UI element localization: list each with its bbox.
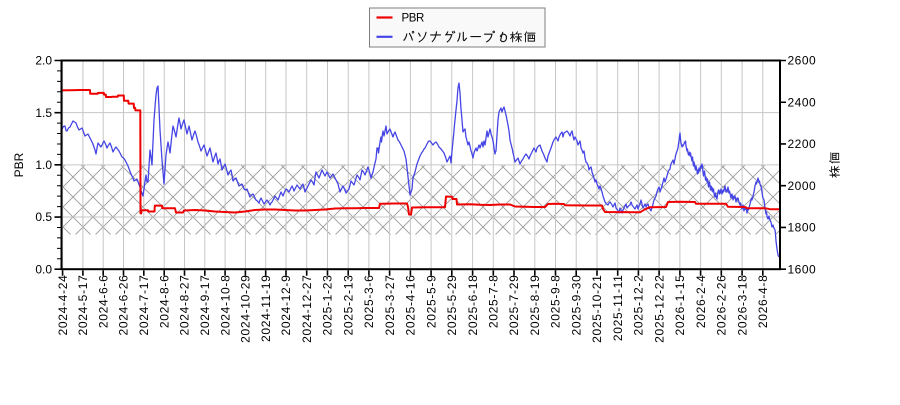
svg-text:2025-4-16: 2025-4-16	[404, 275, 418, 336]
svg-text:2024-8-27: 2024-8-27	[178, 275, 192, 336]
svg-text:2025-12-2: 2025-12-2	[632, 275, 646, 336]
svg-text:2025-6-18: 2025-6-18	[466, 275, 480, 336]
svg-text:2024-12-27: 2024-12-27	[300, 275, 314, 343]
svg-text:2024-9-17: 2024-9-17	[198, 275, 212, 336]
svg-text:2025-7-29: 2025-7-29	[507, 275, 521, 336]
svg-text:2400: 2400	[788, 95, 817, 109]
svg-text:2026-3-18: 2026-3-18	[735, 275, 749, 336]
svg-text:2000: 2000	[788, 179, 817, 193]
svg-text:2024-5-17: 2024-5-17	[76, 275, 90, 336]
svg-text:2024-4-24: 2024-4-24	[56, 275, 70, 336]
svg-text:2024-7-17: 2024-7-17	[137, 275, 151, 336]
svg-text:2025-9-8: 2025-9-8	[549, 275, 563, 329]
svg-text:PBR: PBR	[402, 13, 425, 25]
svg-text:2025-1-23: 2025-1-23	[321, 275, 335, 336]
svg-text:1.5: 1.5	[35, 106, 52, 120]
svg-text:2024-12-9: 2024-12-9	[279, 275, 293, 336]
svg-text:2026-2-26: 2026-2-26	[715, 275, 729, 336]
svg-text:2024-8-6: 2024-8-6	[157, 275, 171, 329]
svg-text:2025-8-19: 2025-8-19	[528, 275, 542, 336]
svg-text:2026-1-15: 2026-1-15	[673, 275, 687, 336]
svg-text:2026-2-4: 2026-2-4	[694, 275, 708, 329]
svg-text:PBR: PBR	[12, 152, 26, 177]
svg-text:2025-3-6: 2025-3-6	[362, 275, 376, 329]
svg-text:2025-5-9: 2025-5-9	[424, 275, 438, 329]
svg-text:2025-12-22: 2025-12-22	[652, 275, 666, 343]
svg-text:0.0: 0.0	[35, 262, 52, 276]
svg-text:0.5: 0.5	[35, 210, 52, 224]
svg-text:2200: 2200	[788, 137, 817, 151]
svg-text:2.0: 2.0	[35, 54, 52, 68]
svg-text:2025-11-11: 2025-11-11	[611, 275, 625, 342]
svg-text:2025-9-30: 2025-9-30	[569, 275, 583, 336]
svg-text:2025-3-27: 2025-3-27	[383, 275, 397, 336]
svg-text:2025-2-13: 2025-2-13	[341, 275, 355, 336]
svg-text:2024-6-26: 2024-6-26	[117, 275, 131, 336]
svg-text:2025-10-21: 2025-10-21	[590, 275, 604, 343]
svg-text:2024-10-29: 2024-10-29	[239, 275, 253, 343]
svg-text:1800: 1800	[788, 221, 817, 235]
svg-text:2024-6-6: 2024-6-6	[96, 275, 110, 329]
svg-text:1600: 1600	[788, 262, 817, 276]
svg-text:2600: 2600	[788, 54, 817, 68]
svg-text:2024-11-19: 2024-11-19	[259, 275, 273, 343]
svg-text:2024-10-8: 2024-10-8	[218, 275, 232, 336]
svg-text:2026-4-8: 2026-4-8	[756, 275, 770, 329]
svg-text:1.0: 1.0	[35, 158, 52, 172]
svg-text:2025-5-29: 2025-5-29	[445, 275, 459, 336]
svg-text:2025-7-8: 2025-7-8	[487, 275, 501, 329]
